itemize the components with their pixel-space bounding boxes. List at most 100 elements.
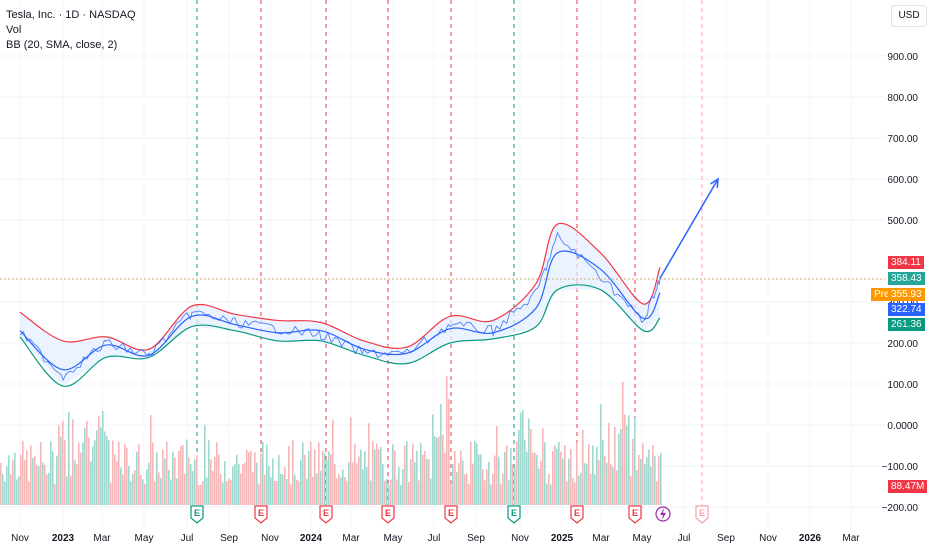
volume-bar bbox=[476, 443, 478, 505]
volume-bar bbox=[504, 451, 506, 505]
volume-bar bbox=[8, 455, 10, 505]
volume-bar bbox=[130, 481, 132, 505]
volume-bar bbox=[536, 454, 538, 505]
volume-bar bbox=[270, 477, 272, 505]
volume-bar bbox=[48, 472, 50, 505]
volume-bar bbox=[240, 473, 242, 505]
volume-bar bbox=[282, 474, 284, 505]
volume-bar bbox=[446, 375, 448, 505]
volume-bar bbox=[150, 415, 152, 505]
volume-bar bbox=[116, 461, 118, 505]
volume-bar bbox=[142, 479, 144, 505]
volume-bar bbox=[444, 452, 446, 505]
bb-lower-line bbox=[19, 284, 661, 387]
volume-bar bbox=[22, 440, 24, 505]
volume-bar bbox=[646, 457, 648, 505]
earnings-event-label: E bbox=[385, 508, 391, 518]
volume-bar bbox=[320, 470, 322, 505]
volume-bar bbox=[294, 474, 296, 505]
projection-arrow[interactable] bbox=[659, 177, 719, 279]
earnings-event-icon[interactable]: E bbox=[695, 505, 709, 524]
bb-upper-label: 384.11 bbox=[888, 256, 924, 269]
volume-bar bbox=[416, 450, 418, 505]
volume-bar bbox=[648, 449, 650, 505]
volume-bar bbox=[140, 474, 142, 505]
volume-bar bbox=[194, 459, 196, 505]
volume-bar bbox=[396, 479, 398, 505]
volume-bar bbox=[268, 466, 270, 505]
volume-bar bbox=[402, 468, 404, 505]
volume-bar bbox=[298, 480, 300, 505]
volume-bar bbox=[278, 454, 280, 505]
bb-upper-line bbox=[19, 222, 661, 351]
bollinger-legend[interactable]: BB (20, SMA, close, 2) bbox=[6, 39, 118, 51]
earnings-event-label: E bbox=[632, 508, 638, 518]
earnings-event-icon[interactable]: E bbox=[507, 505, 521, 524]
volume-bar bbox=[488, 461, 490, 505]
volume-bar bbox=[618, 433, 620, 505]
volume-bars bbox=[0, 375, 662, 505]
volume-bar bbox=[454, 450, 456, 505]
volume-bar bbox=[134, 470, 136, 505]
volume-bar bbox=[656, 481, 658, 505]
volume-bar bbox=[70, 475, 72, 505]
volume-bar bbox=[500, 483, 502, 505]
volume-bar bbox=[360, 449, 362, 505]
earnings-event-label: E bbox=[323, 508, 329, 518]
volume-bar bbox=[334, 463, 336, 505]
volume-bar bbox=[384, 480, 386, 505]
volume-bar bbox=[550, 484, 552, 505]
volume-bar bbox=[382, 463, 384, 505]
volume-bar bbox=[280, 473, 282, 505]
volume-bar bbox=[302, 442, 304, 505]
price-tick-label: 900.00 bbox=[887, 52, 918, 63]
earnings-event-icon[interactable]: E bbox=[319, 505, 333, 524]
earnings-event-icon[interactable]: E bbox=[381, 505, 395, 524]
earnings-event-icon[interactable]: E bbox=[444, 505, 458, 524]
volume-bar bbox=[466, 473, 468, 505]
currency-button[interactable]: USD bbox=[891, 5, 927, 27]
volume-bar bbox=[558, 441, 560, 505]
volume-bar bbox=[374, 449, 376, 505]
volume-bar bbox=[404, 445, 406, 505]
symbol-title[interactable]: Tesla, Inc. · 1D · NASDAQ bbox=[6, 9, 136, 21]
volume-bar bbox=[112, 440, 114, 505]
volume-bar bbox=[394, 450, 396, 505]
volume-bar bbox=[576, 442, 578, 505]
volume-bar bbox=[324, 453, 326, 505]
lightning-icon[interactable] bbox=[655, 506, 671, 522]
volume-bar bbox=[348, 462, 350, 505]
volume-bar bbox=[78, 442, 80, 505]
time-axis[interactable]: Nov 2023 Mar May Jul Sep Nov 2024 Mar May Jul Sep No… bbox=[11, 533, 860, 544]
earnings-event-icon[interactable]: E bbox=[628, 505, 642, 524]
projection-line[interactable] bbox=[659, 178, 719, 279]
volume-bar bbox=[192, 471, 194, 505]
volume-bar bbox=[326, 459, 328, 505]
volume-bar bbox=[438, 436, 440, 505]
volume-bar bbox=[214, 456, 216, 505]
volume-bar bbox=[128, 466, 130, 505]
volume-legend[interactable]: Vol bbox=[6, 24, 22, 36]
volume-bar bbox=[106, 436, 108, 505]
volume-bar bbox=[260, 453, 262, 505]
volume-bar bbox=[390, 479, 392, 505]
volume-bar bbox=[508, 480, 510, 505]
volume-bar bbox=[232, 466, 234, 505]
earnings-event-icon[interactable]: E bbox=[254, 505, 268, 524]
volume-bar bbox=[304, 455, 306, 505]
volume-bar bbox=[638, 454, 640, 505]
pre-market-tag: Pre bbox=[871, 288, 893, 301]
volume-bar bbox=[624, 414, 626, 505]
earnings-event-label: E bbox=[194, 508, 200, 518]
volume-bar bbox=[284, 467, 286, 505]
earnings-event-icon[interactable]: E bbox=[570, 505, 584, 524]
volume-bar bbox=[408, 481, 410, 505]
volume-bar bbox=[578, 475, 580, 505]
bollinger-bands bbox=[19, 222, 661, 387]
volume-bar bbox=[226, 480, 228, 505]
earnings-event-icon[interactable]: E bbox=[190, 505, 204, 524]
time-tick-label: Jul bbox=[678, 533, 691, 544]
volume-bar bbox=[368, 423, 370, 505]
